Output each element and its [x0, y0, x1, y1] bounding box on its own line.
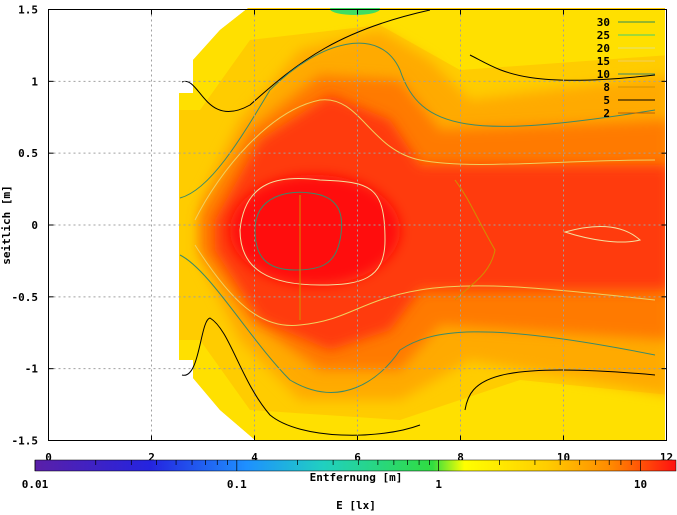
- contour-10: [179, 42, 656, 199]
- heatmap-area: [179, 8, 665, 440]
- colorbar-tick-label: 10: [634, 478, 647, 491]
- contour-lines: [179, 9, 656, 436]
- x-tick-label: 8: [457, 451, 464, 464]
- legend-label: 5: [603, 94, 610, 107]
- contour-15: [194, 99, 656, 221]
- contour-20: [239, 177, 386, 286]
- contour-5: [181, 317, 421, 436]
- x-tick-label: 0: [45, 451, 52, 464]
- legend-label: 8: [603, 81, 610, 94]
- legend-label: 25: [597, 29, 610, 42]
- contour-15: [194, 244, 656, 327]
- legend-label: 10: [597, 68, 610, 81]
- legend-label: 15: [597, 55, 610, 68]
- x-tick-label: 6: [354, 451, 361, 464]
- y-axis-label: seitlich [m]: [0, 185, 13, 264]
- colorbar-tick-label: 1: [435, 478, 442, 491]
- contour-8: [299, 179, 496, 320]
- colorbar-ticks: 0.01 0.1 1 10: [22, 460, 647, 491]
- contour-5: [464, 369, 656, 411]
- contour-5: [469, 54, 656, 81]
- grid-lines: [48, 9, 667, 441]
- y-tick-label: 1: [31, 75, 38, 88]
- contour-20: [563, 226, 642, 243]
- legend-label: 2: [603, 107, 610, 120]
- colorbar-tick-label: 0.01: [22, 478, 49, 491]
- y-tick-label: 0.5: [18, 147, 38, 160]
- contour-5: [181, 9, 431, 112]
- y-tick-label: -1: [25, 363, 39, 376]
- legend-label: 30: [597, 16, 610, 29]
- y-axis-ticks: 1.5 1 0.5 0 -0.5 -1 -1.5: [12, 4, 667, 448]
- y-tick-label: -1.5: [12, 435, 39, 448]
- contour-25: [254, 191, 343, 271]
- y-tick-label: 1.5: [18, 4, 38, 17]
- x-tick-label: 2: [148, 451, 155, 464]
- colorbar-tick-label: 0.1: [227, 478, 247, 491]
- y-tick-label: -0.5: [12, 291, 39, 304]
- legend-label: 20: [597, 42, 610, 55]
- x-tick-label: 4: [251, 451, 258, 464]
- colorbar-label: E [lx]: [336, 499, 376, 511]
- contour-10: [179, 254, 656, 393]
- y-tick-label: 0: [31, 219, 38, 232]
- x-axis-label: Entfernung [m]: [310, 471, 403, 484]
